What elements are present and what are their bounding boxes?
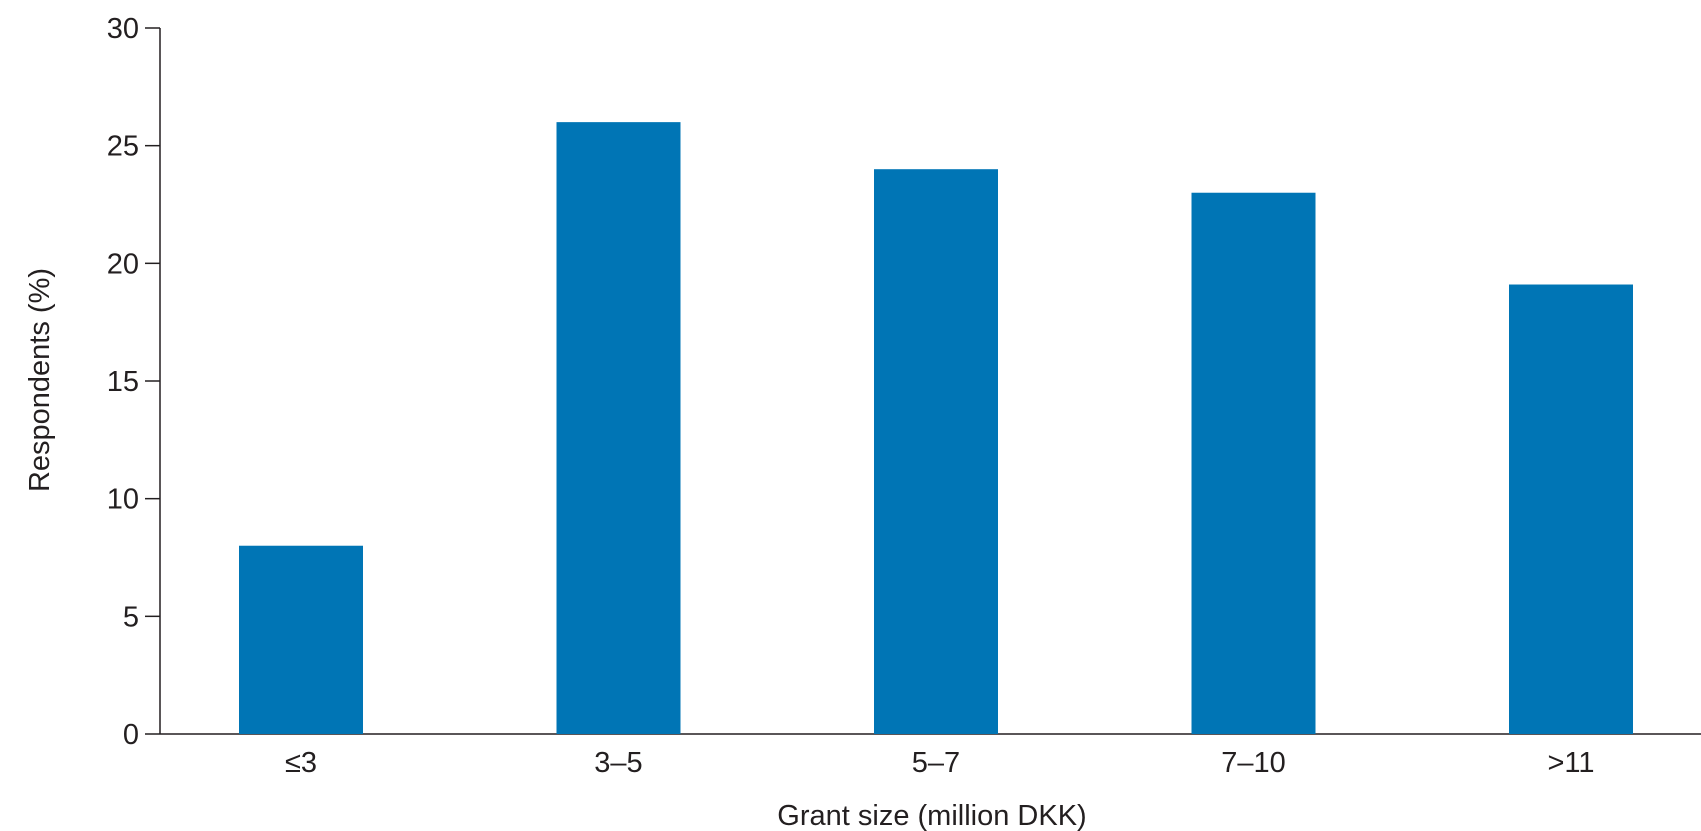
y-tick-label: 30 <box>107 13 139 45</box>
y-ticks: 0 5 10 15 20 25 30 <box>107 13 160 751</box>
y-tick-label: 15 <box>107 366 139 398</box>
y-tick-label: 5 <box>123 601 139 633</box>
x-axis-title: Grant size (million DKK) <box>777 800 1086 831</box>
bar <box>874 169 998 734</box>
x-tick-label: 5–7 <box>912 747 960 779</box>
x-tick-label: 7–10 <box>1221 747 1286 779</box>
bar <box>556 122 681 735</box>
y-tick-label: 20 <box>107 248 139 280</box>
bar <box>1191 192 1316 734</box>
y-axis-title: Respondents (%) <box>24 268 56 492</box>
x-tick-label: 3–5 <box>594 747 642 779</box>
bar <box>1509 284 1633 734</box>
y-tick-label: 10 <box>107 484 139 516</box>
bar <box>239 545 363 734</box>
bars <box>239 122 1633 735</box>
y-tick-label: 25 <box>107 131 139 163</box>
y-tick-label: 0 <box>123 719 139 751</box>
x-tick-label: >11 <box>1547 747 1594 779</box>
x-tick-label: ≤3 <box>285 747 317 779</box>
x-ticks: ≤3 3–5 5–7 7–10 >11 <box>285 747 1595 779</box>
